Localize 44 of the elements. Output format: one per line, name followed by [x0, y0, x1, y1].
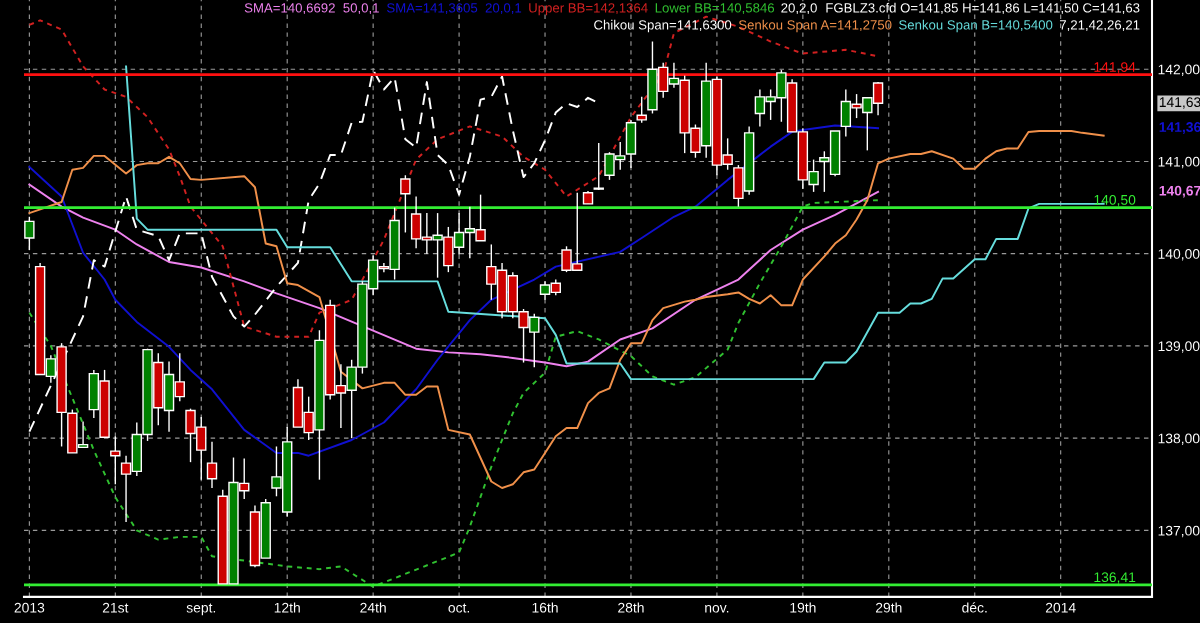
candlestick — [400, 174, 411, 234]
x-tick-label: 2013 — [14, 602, 45, 613]
x-tick-label: nov. — [705, 604, 729, 613]
line-series — [28, 199, 880, 588]
line-series — [28, 124, 880, 457]
x-tick-label: 28th — [618, 602, 644, 613]
x-tick-label: 2014 — [1045, 602, 1076, 613]
y-tick-label: 140,00 — [1158, 249, 1200, 261]
candlestick — [636, 96, 647, 124]
text: Senkou Span A=141,2750 — [738, 19, 892, 33]
ref-line-label: 140,50 — [1094, 194, 1136, 207]
y-tick-label: 142,00 — [1158, 64, 1200, 76]
x-tick-label: 21st — [102, 602, 129, 613]
text: Lower BB=140,5846 — [655, 3, 775, 15]
y-tick-label: 138,00 — [1158, 433, 1200, 445]
x-tick-label: oct. — [448, 603, 470, 613]
x-tick-label: 16th — [532, 602, 558, 613]
ref-line-label: 136,41 — [1094, 572, 1136, 584]
text: SMA=141,3605 20,0,1 — [387, 3, 522, 15]
candlestick — [110, 435, 121, 485]
candlestick — [24, 216, 35, 251]
y-tick-label: 141,00 — [1158, 156, 1200, 169]
x-tick-label: déc. — [962, 602, 987, 613]
annotation: 20,2,0 — [781, 3, 817, 15]
annotation: FGBLZ3.cfd O=141,85 H=141,86 L=141,50 C=141,63 — [826, 2, 1140, 15]
x-tick-label: sept. — [186, 603, 216, 616]
annotation: 7,21,42,26,21 — [1059, 20, 1140, 32]
x-tick-label: 19th — [790, 602, 816, 613]
text: 141,63 — [1159, 97, 1200, 109]
text: 141,36 — [1159, 122, 1200, 134]
x-tick-label: 24th — [360, 602, 386, 613]
y-tick-label: 139,00 — [1158, 341, 1200, 353]
candlestick — [206, 441, 218, 489]
line-series — [28, 183, 880, 368]
x-tick-label: 29th — [875, 602, 902, 613]
text: Upper BB=142,1364 — [529, 3, 648, 16]
ref-line-label: 141,94 — [1094, 62, 1136, 74]
text: 140,67 — [1159, 185, 1200, 198]
y-tick-label: 137,00 — [1158, 525, 1200, 538]
text: Senkou Span B=140,5400 — [899, 19, 1053, 33]
text: Chikou Span=141,6300 — [594, 19, 732, 33]
text: SMA=140,6692 50,0,1 — [244, 3, 379, 15]
x-tick-label: 12th — [274, 602, 300, 613]
candlestick — [593, 142, 604, 191]
